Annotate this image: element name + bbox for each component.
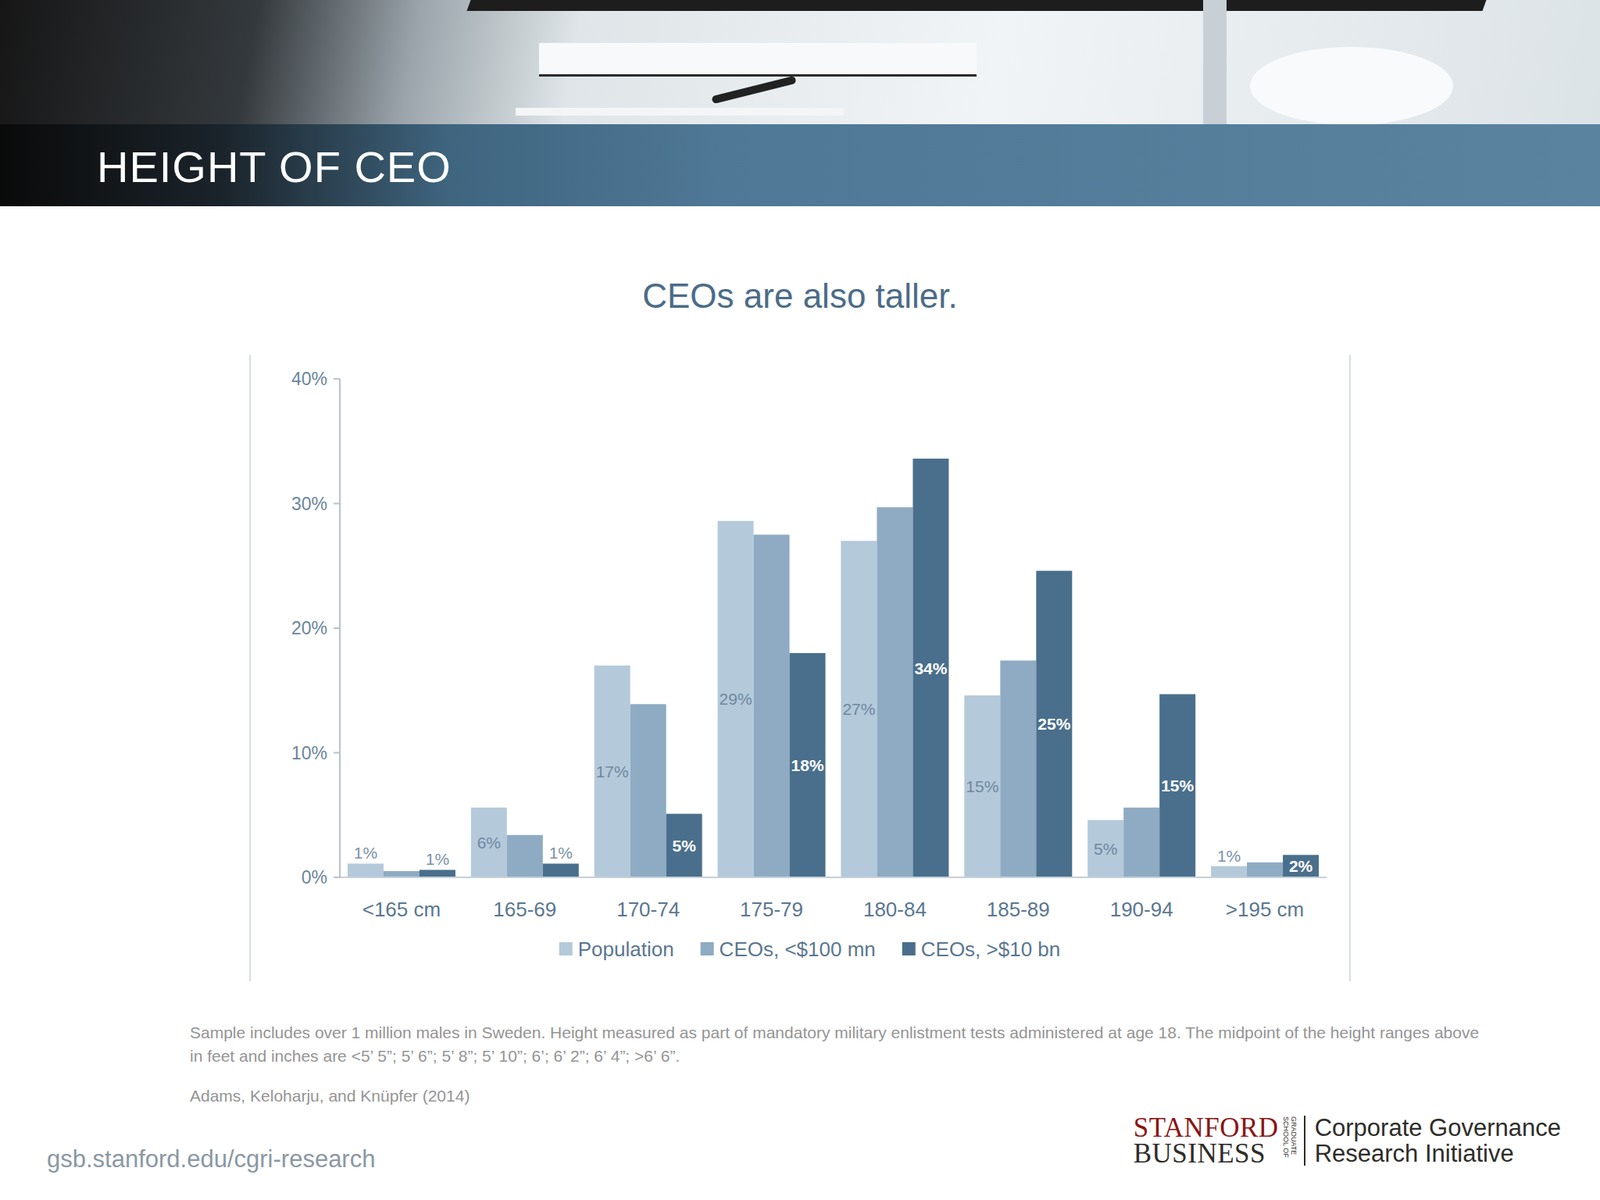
url: gsb.stanford.edu/cgri-research — [46, 1144, 375, 1175]
y-tick — [333, 752, 340, 754]
x-tick-label: 185-89 — [986, 897, 1050, 922]
data-label: 17% — [596, 762, 629, 781]
chart: CEOs are also taller.1%6%17%29%27%15%5%1… — [0, 0, 1600, 1200]
photo-shape — [710, 75, 797, 104]
x-tick-label: >195 cm — [1225, 897, 1304, 922]
bar — [789, 653, 826, 878]
header-photo — [0, 0, 1600, 125]
data-label: 29% — [719, 689, 753, 708]
bars — [347, 458, 1319, 878]
bar — [471, 807, 508, 878]
data-label: 25% — [1037, 714, 1071, 733]
bar — [717, 521, 754, 878]
logo-initiative-line: Research Initiative — [1314, 1140, 1561, 1167]
frame-line — [1349, 354, 1351, 982]
bar — [840, 540, 877, 878]
x-tick-label: 175-79 — [739, 897, 804, 922]
legend-swatch — [902, 942, 916, 956]
y-tick — [333, 627, 340, 629]
y-tick-label: 40% — [291, 368, 328, 390]
x-tick-label: 165-69 — [492, 897, 557, 922]
legend-swatch — [559, 942, 573, 956]
data-label: 2% — [1289, 857, 1314, 875]
bar — [1087, 820, 1124, 878]
legend-swatch — [700, 942, 715, 956]
bar — [1210, 866, 1247, 878]
bar — [347, 863, 384, 878]
y-tick — [333, 503, 340, 505]
legend-label: CEOs, >$10 bn — [921, 937, 1061, 961]
logo-wordmark: STANFORD BUSINESS — [1133, 1114, 1279, 1167]
y-tick-label: 10% — [291, 742, 328, 764]
x-tick-label: 170-74 — [616, 897, 680, 922]
data-label: 1% — [353, 843, 378, 862]
y-tick-label: 30% — [291, 493, 328, 515]
data-label: 15% — [965, 777, 999, 796]
bar — [666, 814, 703, 878]
photo-shape — [1250, 46, 1454, 125]
data-label: 15% — [1160, 776, 1194, 795]
page-title: HEIGHT OF CEO — [96, 142, 452, 193]
x-tick-label: 180-84 — [863, 897, 927, 922]
bar — [507, 835, 543, 878]
y-tick-label: 20% — [291, 617, 328, 639]
frame-line — [249, 354, 251, 982]
y-tick-label: 0% — [301, 867, 328, 888]
bar — [1282, 854, 1319, 878]
bar — [1000, 660, 1036, 878]
data-label: 1% — [425, 850, 450, 868]
photo-shape — [466, 0, 1486, 11]
logo-separator — [1303, 1115, 1306, 1166]
photo-shape — [539, 42, 977, 77]
x-tick-label: 190-94 — [1110, 897, 1174, 922]
bar — [876, 507, 913, 878]
legend-label: Population — [578, 937, 675, 961]
bar — [1123, 807, 1160, 878]
photo-shape — [1203, 0, 1227, 125]
bar — [419, 869, 456, 878]
footnote: Sample includes over 1 million males in … — [189, 1021, 1487, 1068]
data-label: 5% — [672, 836, 697, 855]
logo: STANFORD BUSINESS GRADUATE SCHOOL OF Cor… — [1133, 1114, 1561, 1168]
bar — [964, 695, 1000, 878]
data-label: 1% — [549, 843, 573, 862]
bar — [912, 458, 949, 878]
data-label: 1% — [1217, 846, 1241, 865]
source: Adams, Keloharju, and Knüpfer (2014) — [189, 1084, 470, 1108]
bar — [594, 665, 631, 878]
bar — [1159, 694, 1196, 878]
logo-school: GRADUATE SCHOOL OF — [1282, 1116, 1298, 1165]
bar — [383, 871, 420, 878]
legend: Population CEOs, <$100 mn CEOs, >$10 bn — [559, 937, 1061, 961]
logo-stanford: STANFORD — [1133, 1114, 1279, 1141]
chart-title: CEOs are also taller. — [642, 276, 958, 315]
data-labels: 1% 6% 17% 29% 27% 15% 5% 1% 1% 1% 5% 18% 34% 25% 15% 2% — [353, 659, 1314, 876]
bar — [1035, 571, 1072, 878]
bar — [542, 863, 579, 878]
data-label: 5% — [1093, 839, 1118, 858]
logo-initiative: Corporate Governance Research Initiative — [1314, 1114, 1561, 1167]
x-tick-label: <165 cm — [362, 897, 441, 922]
x-axis — [339, 876, 1327, 879]
bar — [753, 534, 790, 878]
logo-business: BUSINESS — [1133, 1140, 1279, 1167]
bar — [1246, 862, 1283, 878]
photo-shape — [515, 107, 844, 116]
y-tick — [333, 378, 340, 380]
data-label: 27% — [842, 700, 875, 718]
data-label: 18% — [791, 756, 825, 775]
data-label: 34% — [914, 659, 947, 678]
y-tick — [333, 876, 340, 879]
legend-label: CEOs, <$100 mn — [719, 937, 876, 961]
data-label: 6% — [477, 833, 501, 852]
bar — [630, 703, 667, 878]
logo-initiative-line: Corporate Governance — [1314, 1114, 1561, 1141]
